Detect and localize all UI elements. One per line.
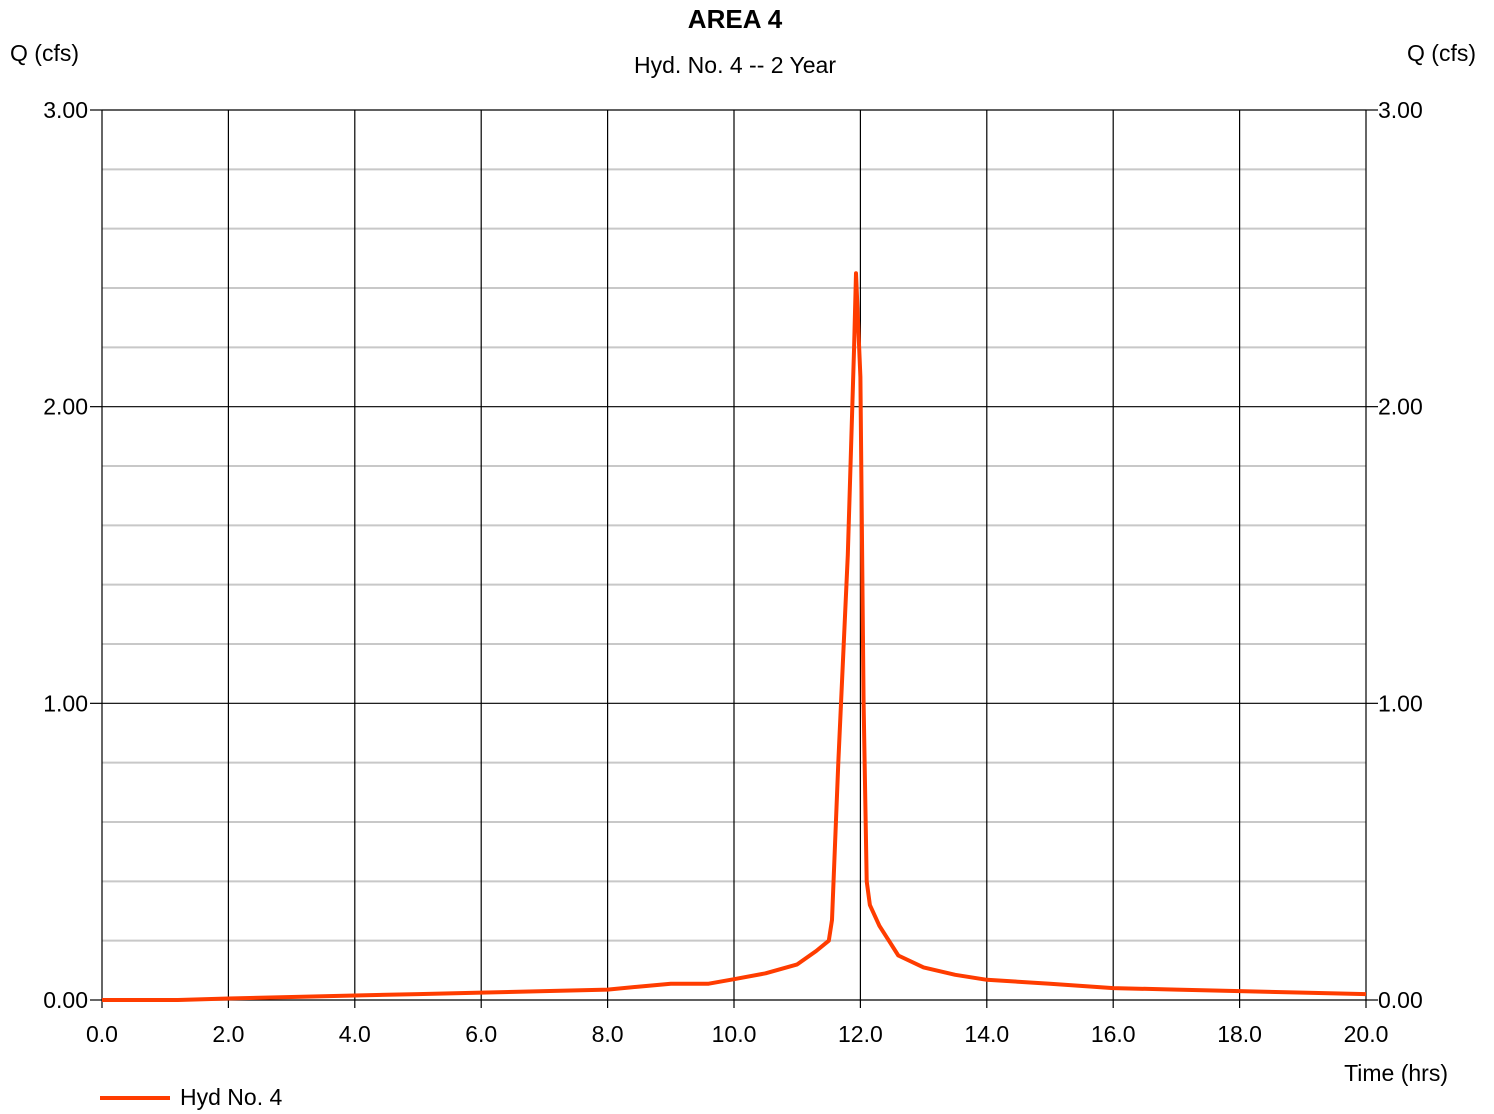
- axis-ticks: [90, 109, 1378, 1008]
- major-gridlines: [101, 109, 1367, 1001]
- legend-swatch: [100, 1096, 170, 1100]
- y-tick-label-left: 2.00: [43, 394, 88, 420]
- y-axis-label-right: Q (cfs): [1407, 40, 1476, 66]
- chart-subtitle: Hyd. No. 4 -- 2 Year: [634, 52, 836, 78]
- x-tick-label: 8.0: [592, 1021, 624, 1047]
- x-tick-label: 10.0: [712, 1021, 757, 1047]
- tick-labels: 0.00 0.00 1.00 1.00 2.00 2.00 3.00 3.00 0.0 2.0 4.…: [43, 97, 1423, 1047]
- y-tick-label-left: 0.00: [43, 987, 88, 1013]
- chart-title: AREA 4: [687, 4, 783, 34]
- y-tick-label-right: 0.00: [1378, 987, 1423, 1013]
- series-layer: [102, 271, 1367, 1002]
- x-axis-label: Time (hrs): [1344, 1060, 1448, 1086]
- y-tick-label-right: 2.00: [1378, 394, 1423, 420]
- x-tick-label: 0.0: [86, 1021, 118, 1047]
- y-tick-label-left: 1.00: [43, 690, 88, 716]
- x-tick-label: 6.0: [465, 1021, 497, 1047]
- y-tick-label-right: 3.00: [1378, 97, 1423, 123]
- x-tick-label: 18.0: [1217, 1021, 1262, 1047]
- x-tick-label: 4.0: [339, 1021, 371, 1047]
- y-tick-label-right: 1.00: [1378, 690, 1423, 716]
- series-line-hyd-no-4: [102, 271, 1367, 1002]
- x-tick-label: 2.0: [212, 1021, 244, 1047]
- x-tick-label: 16.0: [1091, 1021, 1136, 1047]
- x-tick-label: 14.0: [964, 1021, 1009, 1047]
- x-tick-label: 12.0: [838, 1021, 883, 1047]
- y-tick-label-left: 3.00: [43, 97, 88, 123]
- legend-label: Hyd No. 4: [180, 1084, 283, 1110]
- y-axis-label-left: Q (cfs): [10, 40, 79, 66]
- x-tick-label: 20.0: [1344, 1021, 1389, 1047]
